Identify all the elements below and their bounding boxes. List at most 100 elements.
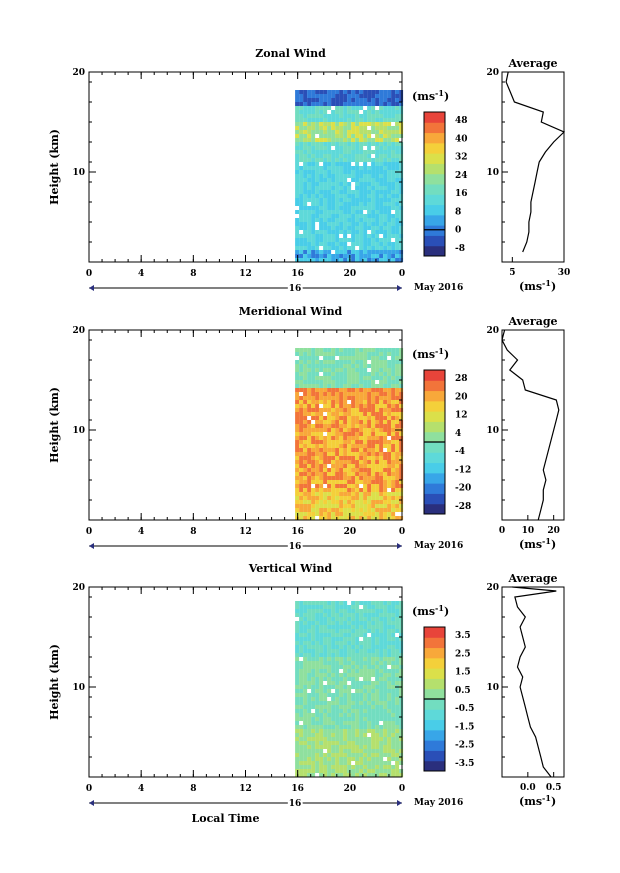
heatmap-cell xyxy=(299,681,304,685)
heatmap-cell xyxy=(391,496,396,500)
heatmap-cell xyxy=(363,641,368,645)
heatmap-cell xyxy=(323,258,328,262)
heatmap-cell xyxy=(303,749,308,753)
heatmap-cell xyxy=(303,154,308,158)
heatmap-cell xyxy=(319,364,324,368)
heatmap-cell xyxy=(335,130,340,134)
heatmap-cell xyxy=(355,238,360,242)
heatmap-cell xyxy=(299,90,304,94)
heatmap-cell xyxy=(315,246,320,250)
heatmap-cell xyxy=(359,360,364,364)
heatmap-cell xyxy=(391,448,396,452)
heatmap-cell xyxy=(367,242,372,246)
heatmap-cell xyxy=(371,388,376,392)
heatmap-cell xyxy=(319,368,324,372)
heatmap-cell xyxy=(363,448,368,452)
heatmap-cell xyxy=(339,242,344,246)
heatmap-cell xyxy=(315,633,320,637)
heatmap-cell xyxy=(307,456,312,460)
heatmap-cell xyxy=(379,757,384,761)
heatmap-cell xyxy=(315,250,320,254)
heatmap-cell xyxy=(311,460,316,464)
profile-line xyxy=(501,329,560,521)
heatmap-cell xyxy=(399,392,404,396)
heatmap-cell xyxy=(355,420,360,424)
heatmap-cell xyxy=(335,388,340,392)
heatmap-cell xyxy=(343,504,348,508)
heatmap-cell xyxy=(387,657,392,661)
heatmap-cell xyxy=(319,408,324,412)
heatmap-cell xyxy=(355,150,360,154)
heatmap-cell xyxy=(355,234,360,238)
heatmap-cell xyxy=(391,649,396,653)
heatmap-cell xyxy=(331,440,336,444)
heatmap-cell xyxy=(303,238,308,242)
heatmap-cell xyxy=(379,246,384,250)
heatmap-cell xyxy=(379,729,384,733)
heatmap-cell xyxy=(299,452,304,456)
heatmap-cell xyxy=(367,408,372,412)
heatmap-cell xyxy=(335,154,340,158)
heatmap-cell xyxy=(351,476,356,480)
heatmap-cell xyxy=(303,504,308,508)
heatmap-cell xyxy=(327,138,332,142)
heatmap-cell xyxy=(295,609,300,613)
heatmap-cell xyxy=(307,625,312,629)
heatmap-cell xyxy=(331,669,336,673)
heatmap-cell xyxy=(355,190,360,194)
heatmap-cell xyxy=(327,492,332,496)
heatmap-cell xyxy=(327,230,332,234)
heatmap-cell xyxy=(299,126,304,130)
heatmap-cell xyxy=(335,456,340,460)
heatmap-cell xyxy=(399,464,404,468)
heatmap-cell xyxy=(339,230,344,234)
heatmap-cell xyxy=(367,645,372,649)
heatmap-cell xyxy=(327,380,332,384)
date-label: May 2016 xyxy=(414,541,463,551)
day-label: 16 xyxy=(289,542,302,552)
heatmap-cell xyxy=(359,448,364,452)
heatmap-cell xyxy=(319,440,324,444)
heatmap-cell xyxy=(371,352,376,356)
heatmap-cell xyxy=(331,504,336,508)
heatmap-cell xyxy=(391,214,396,218)
heatmap-cell xyxy=(311,649,316,653)
heatmap-cell xyxy=(339,605,344,609)
heatmap-cell xyxy=(303,448,308,452)
heatmap-cell xyxy=(399,697,404,701)
heatmap-cell xyxy=(343,210,348,214)
heatmap-cell xyxy=(307,222,312,226)
heatmap-cell xyxy=(375,396,380,400)
heatmap-cell xyxy=(375,444,380,448)
heatmap-cell xyxy=(303,424,308,428)
y-tick-label: 10 xyxy=(72,683,85,693)
heatmap-cell xyxy=(303,186,308,190)
heatmap-cell xyxy=(355,376,360,380)
heatmap-cell xyxy=(339,126,344,130)
heatmap-cell xyxy=(383,484,388,488)
heatmap-cell xyxy=(395,769,400,773)
heatmap-cell xyxy=(315,94,320,98)
heatmap-cell xyxy=(379,605,384,609)
heatmap-cell xyxy=(383,250,388,254)
heatmap-cell xyxy=(347,376,352,380)
heatmap-cell xyxy=(383,432,388,436)
heatmap-cell xyxy=(299,214,304,218)
heatmap-cell xyxy=(303,753,308,757)
heatmap-cell xyxy=(339,677,344,681)
heatmap-cell xyxy=(315,737,320,741)
heatmap-cell xyxy=(323,90,328,94)
heatmap-cell xyxy=(311,508,316,512)
profile-x-tick-label: 30 xyxy=(558,268,571,278)
heatmap-cell xyxy=(395,452,400,456)
heatmap-cell xyxy=(359,178,364,182)
heatmap-cell xyxy=(351,396,356,400)
heatmap-cell xyxy=(347,158,352,162)
colorbar-swatch xyxy=(424,493,445,505)
heatmap-cell xyxy=(347,202,352,206)
heatmap-cell xyxy=(323,705,328,709)
heatmap-cell xyxy=(319,613,324,617)
heatmap-cell xyxy=(359,508,364,512)
heatmap-cell xyxy=(387,633,392,637)
heatmap-cell xyxy=(307,154,312,158)
